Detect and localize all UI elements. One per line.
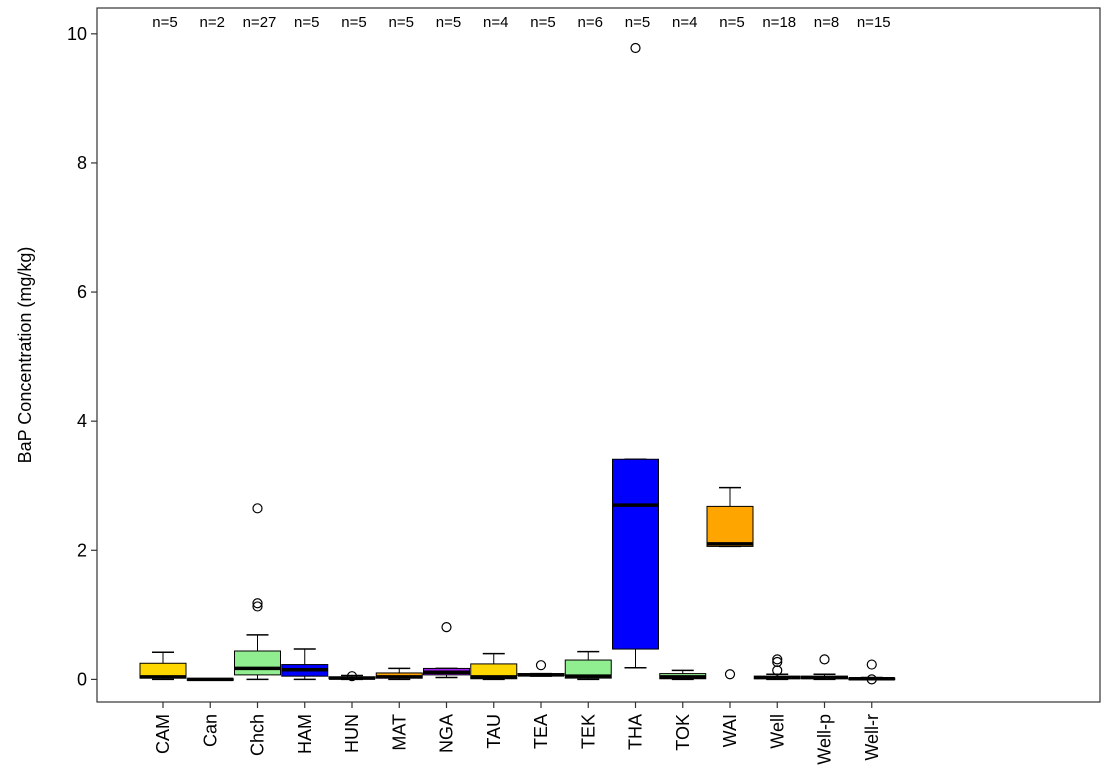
x-tick-label: TOK — [673, 714, 693, 751]
n-label: n=15 — [857, 14, 891, 31]
n-label: n=5 — [436, 14, 461, 31]
x-tick-label: TAU — [484, 714, 504, 749]
n-label: n=8 — [814, 14, 839, 31]
n-label: n=2 — [200, 14, 225, 31]
box-can — [186, 677, 234, 682]
box-body — [470, 663, 518, 680]
sample-size-labels: n=5 n=2 n=27 n=5 n=5 n=5 n=5 n=4 n=5 n=6 n=5 n=4 n=5… — [152, 14, 890, 31]
x-tick-label: Well — [767, 714, 787, 749]
outlier-point — [772, 656, 783, 668]
box-cam — [139, 651, 187, 681]
box-body — [564, 659, 612, 679]
box-well-p — [801, 654, 848, 681]
outlier-point — [772, 665, 783, 676]
y-axis: 0 2 4 6 8 10 — [67, 24, 97, 689]
y-tick-label: 2 — [77, 540, 87, 560]
x-tick-label: NGA — [437, 714, 457, 753]
x-tick-label: Can — [200, 714, 220, 747]
y-tick-label: 4 — [77, 411, 87, 431]
outlier-point — [724, 669, 736, 680]
outlier-point — [535, 660, 547, 671]
n-label: n=5 — [294, 14, 319, 31]
outlier-point — [772, 654, 783, 665]
x-tick-label: HAM — [295, 714, 315, 754]
box-body — [234, 650, 281, 676]
x-tick-label: CAM — [153, 714, 173, 754]
box-chch — [234, 503, 281, 681]
outlier-point — [819, 654, 830, 665]
x-tick-label: MAT — [389, 714, 409, 751]
box-body — [706, 505, 754, 547]
outlier-point — [866, 674, 877, 685]
n-label: n=18 — [762, 14, 796, 31]
plot-panel — [96, 7, 1101, 703]
x-tick-label: HUN — [342, 714, 362, 753]
y-tick-label: 0 — [77, 669, 87, 689]
x-tick-label: WAI — [720, 714, 740, 747]
x-tick-label: TEA — [531, 714, 551, 749]
outlier-point — [252, 598, 263, 609]
y-tick-label: 10 — [67, 24, 87, 44]
box-nga — [423, 622, 470, 679]
n-label: n=5 — [389, 14, 414, 31]
y-tick-label: 8 — [77, 153, 87, 173]
box-ham — [281, 648, 329, 681]
box-tha — [612, 42, 659, 669]
box-tok — [659, 669, 707, 681]
box-tea — [517, 660, 565, 677]
n-label: n=5 — [152, 14, 177, 31]
box-hun — [328, 671, 376, 682]
box-body — [612, 458, 659, 650]
x-axis: CAM Can Chch HAM HUN MAT NGA TAU TEA TEK THA TOK WAI… — [153, 702, 882, 765]
outlier-point — [630, 42, 641, 54]
outlier-point — [252, 503, 263, 514]
n-label: n=27 — [243, 14, 277, 31]
n-label: n=4 — [672, 14, 697, 31]
box-wai — [706, 486, 754, 680]
x-tick-label: Well-r — [862, 714, 882, 761]
x-tick-label: Well-p — [815, 714, 835, 765]
outlier-point — [346, 671, 358, 682]
n-label: n=4 — [483, 14, 508, 31]
y-tick-label: 6 — [77, 282, 87, 302]
box-well — [753, 654, 801, 681]
outlier-point — [441, 622, 452, 633]
n-label: n=5 — [530, 14, 555, 31]
n-label: n=5 — [625, 14, 650, 31]
box-mat — [375, 667, 423, 681]
box-tek — [564, 650, 612, 681]
x-tick-label: Chch — [248, 714, 268, 756]
box-tau — [470, 652, 518, 681]
x-tick-label: THA — [626, 714, 646, 750]
outlier-point — [252, 601, 263, 612]
outlier-point — [866, 659, 877, 670]
box-series — [139, 42, 896, 685]
n-label: n=5 — [719, 14, 744, 31]
box-well-r — [848, 659, 896, 685]
n-label: n=6 — [578, 14, 603, 31]
n-label: n=5 — [341, 14, 366, 31]
y-axis-title: BaP Concentration (mg/kg) — [15, 247, 35, 464]
x-tick-label: TEK — [578, 714, 598, 749]
